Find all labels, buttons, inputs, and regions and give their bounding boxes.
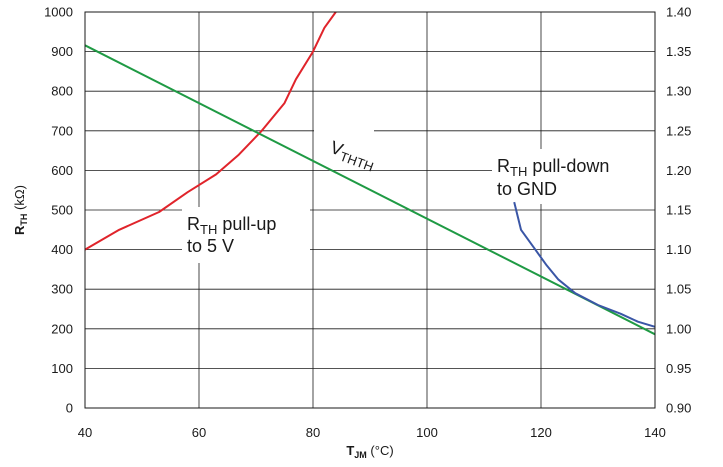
y-left-tick-label: 200 <box>51 321 73 336</box>
x-tick-label: 140 <box>644 425 666 440</box>
y-axis-left-title: RTH (kΩ) <box>12 185 29 235</box>
plot-frame <box>84 11 656 409</box>
y-left-tick-label: 600 <box>51 163 73 178</box>
x-tick-label: 60 <box>192 425 206 440</box>
y-right-tick-label: 1.30 <box>666 84 691 99</box>
x-tick-label: 80 <box>306 425 320 440</box>
pulldown-label: RTH pull-down <box>497 156 609 179</box>
y-left-tick-label: 0 <box>66 401 73 416</box>
series-line-pulldown <box>513 201 656 328</box>
y-left-tick-label: 400 <box>51 242 73 257</box>
x-tick-label: 40 <box>78 425 92 440</box>
pullup-label-line2: to 5 V <box>187 236 234 256</box>
y-right-tick-label: 1.15 <box>666 203 691 218</box>
y-right-tick-label: 1.00 <box>666 321 691 336</box>
pullup-label: RTH pull-up <box>187 214 276 237</box>
pulldown-label-line2: to GND <box>497 179 557 199</box>
y-right-tick-label: 1.10 <box>666 242 691 257</box>
y-left-tick-label: 100 <box>51 361 73 376</box>
tick-labels: 40 60 80 100 120 140 0 100 200 300 400 500 600 700 800… <box>44 5 691 441</box>
x-tick-label: 100 <box>416 425 438 440</box>
y-left-tick-label: 800 <box>51 84 73 99</box>
y-left-tick-label: 500 <box>51 203 73 218</box>
y-right-tick-label: 1.05 <box>666 282 691 297</box>
series-line-pullup <box>84 11 337 251</box>
y-right-tick-label: 1.35 <box>666 44 691 59</box>
y-right-tick-label: 1.25 <box>666 123 691 138</box>
x-axis-title: TJM (°C) <box>346 443 393 460</box>
y-right-tick-label: 1.40 <box>666 5 691 20</box>
y-right-tick-label: 0.95 <box>666 361 691 376</box>
y-left-tick-label: 700 <box>51 123 73 138</box>
series-line-vth <box>84 44 656 336</box>
y-right-tick-label: 1.20 <box>666 163 691 178</box>
y-left-tick-label: 1000 <box>44 5 73 20</box>
series-group <box>84 11 656 336</box>
y-right-tick-label: 0.90 <box>666 401 691 416</box>
y-left-tick-label: 300 <box>51 282 73 297</box>
y-left-tick-label: 900 <box>51 44 73 59</box>
x-tick-label: 120 <box>530 425 552 440</box>
